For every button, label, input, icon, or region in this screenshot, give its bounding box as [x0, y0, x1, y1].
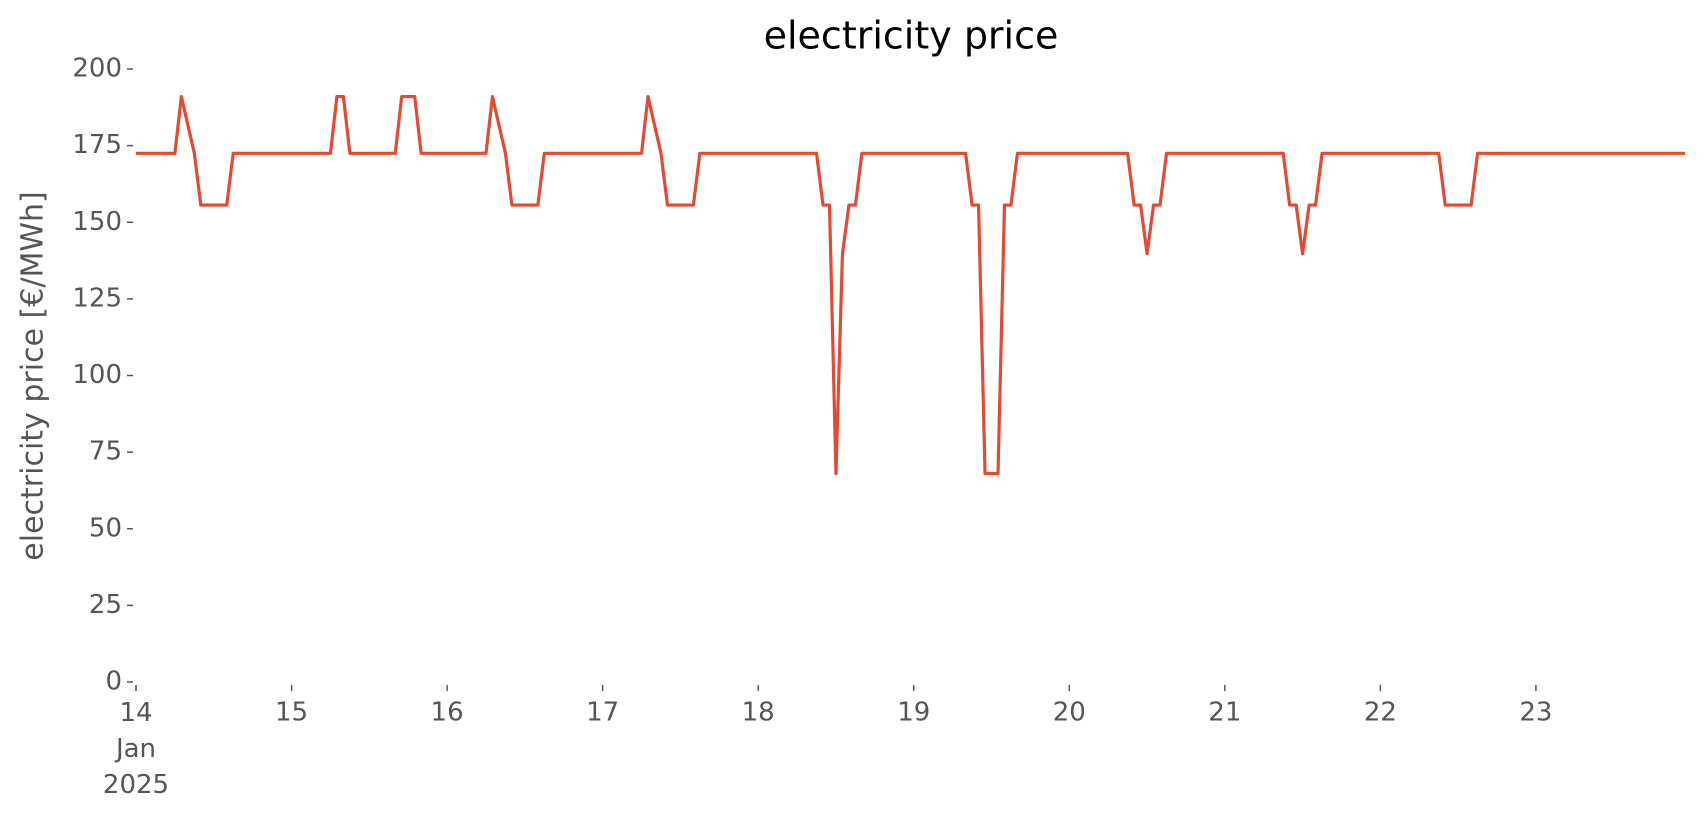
x-tick-label: 15 [275, 698, 308, 728]
x-tick-label: 19 [897, 698, 930, 728]
y-tick-label: 100 [72, 360, 122, 390]
y-tick-label: 75 [89, 437, 122, 467]
x-tick-label: 14 Jan 2025 [103, 698, 169, 800]
y-tick-label: 125 [72, 283, 122, 313]
x-tick-label: 17 [586, 698, 619, 728]
x-tick-label: 22 [1364, 698, 1397, 728]
x-tick-label: 18 [742, 698, 775, 728]
y-tick-label: 50 [89, 513, 122, 543]
y-tick-label: 25 [89, 590, 122, 620]
x-tick-label: 23 [1519, 698, 1552, 728]
y-tick-label: 0 [105, 667, 122, 697]
y-tick-label: 200 [72, 54, 122, 84]
y-tick-label: 150 [72, 207, 122, 237]
y-axis-label: electricity price [€/MWh] [16, 191, 51, 560]
x-tick-label: 16 [431, 698, 464, 728]
y-tick-label: 175 [72, 130, 122, 160]
chart-title: electricity price [764, 14, 1059, 58]
x-tick-label: 21 [1208, 698, 1241, 728]
x-tick-label: 20 [1053, 698, 1086, 728]
line [136, 94, 1685, 476]
